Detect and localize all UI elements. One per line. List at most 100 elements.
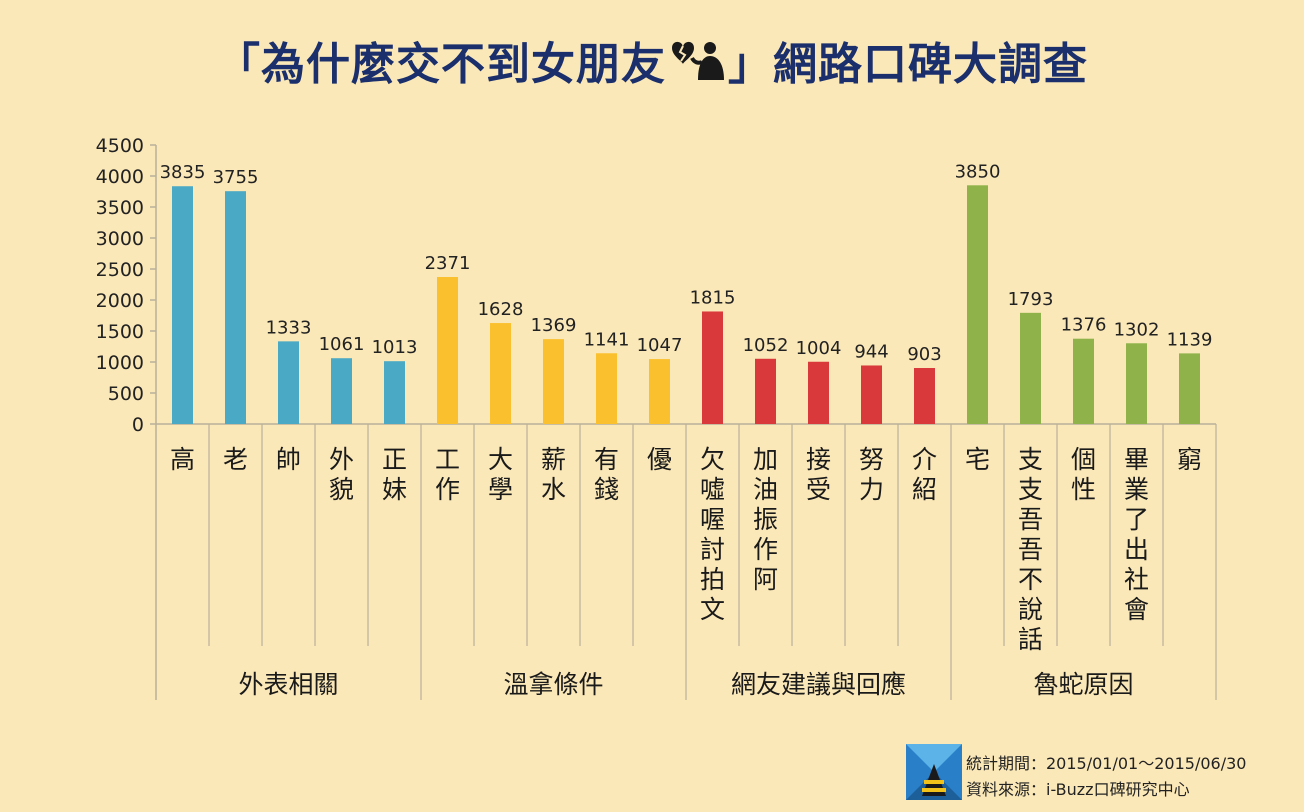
x-tick-label-char: 正 — [382, 445, 407, 474]
group-label: 魯蛇原因 — [1033, 670, 1133, 699]
footer: 統計期間：2015/01/01～2015/06/30 資料來源：i-Buzz口碑… — [906, 744, 1298, 802]
broken-heart-person-icon — [672, 41, 724, 80]
bar-加油振作阿 — [755, 358, 776, 424]
bar-薪水 — [543, 339, 564, 424]
bar-正妹 — [384, 361, 405, 424]
bar-窮 — [1179, 353, 1200, 424]
data-label: 3850 — [955, 161, 1001, 182]
x-tick-label-char: 拍 — [700, 565, 725, 594]
data-label: 1793 — [1008, 289, 1054, 310]
x-tick-label-char: 加 — [753, 445, 778, 474]
x-tick-label-char: 油 — [753, 475, 778, 504]
bar-努力 — [861, 365, 882, 424]
bar-宅 — [967, 185, 988, 424]
title-prefix: 「為什麼交不到女朋友 — [216, 39, 666, 90]
data-label: 903 — [907, 344, 941, 365]
bar-高 — [172, 186, 193, 424]
y-tick-label: 1000 — [96, 352, 144, 374]
bar-接受 — [808, 361, 829, 424]
x-tick-label-char: 老 — [223, 445, 248, 474]
group-label: 外表相關 — [238, 670, 338, 699]
x-tick-label-char: 妹 — [382, 475, 407, 504]
x-tick-label-char: 薪 — [541, 445, 566, 474]
page-title: 「為什麼交不到女朋友 」網路口碑大調查 — [0, 28, 1304, 92]
data-label: 1376 — [1061, 315, 1107, 336]
data-label: 1141 — [584, 329, 630, 350]
y-tick-label: 500 — [108, 383, 144, 405]
x-tick-label-char: 欠 — [700, 445, 725, 474]
x-tick-label-char: 話 — [1018, 625, 1043, 654]
x-tick-label-char: 不 — [1018, 565, 1043, 594]
bar-欠噓喔討拍文 — [702, 311, 723, 424]
data-label: 1061 — [319, 334, 365, 355]
x-tick-label-char: 作 — [435, 475, 460, 504]
x-tick-label-char: 振 — [753, 505, 778, 534]
data-label: 1628 — [478, 299, 524, 320]
x-tick-label-char: 業 — [1124, 475, 1149, 504]
title-suffix: 」網路口碑大調查 — [728, 39, 1088, 90]
x-tick-label-char: 討 — [700, 535, 725, 564]
x-tick-label-char: 出 — [1124, 535, 1149, 564]
x-tick-label-char: 說 — [1018, 595, 1043, 624]
x-tick-label-char: 學 — [488, 475, 513, 504]
x-tick-label-char: 吾 — [1018, 535, 1043, 564]
y-tick-label: 4500 — [96, 135, 144, 157]
data-label: 3755 — [213, 167, 259, 188]
data-label: 1004 — [796, 338, 842, 359]
ibuzz-logo-icon — [906, 744, 962, 800]
x-tick-label-char: 紹 — [912, 475, 937, 504]
data-source: 資料來源：i-Buzz口碑研究中心 — [966, 780, 1190, 799]
data-label: 2371 — [425, 253, 471, 274]
x-tick-label-char: 窮 — [1177, 445, 1202, 474]
x-tick-label-char: 支 — [1018, 475, 1043, 504]
x-tick-label-char: 外 — [329, 445, 354, 474]
data-label: 3835 — [160, 162, 206, 183]
bar-優 — [649, 359, 670, 424]
x-tick-label-char: 優 — [647, 445, 672, 474]
y-tick-label: 0 — [132, 414, 144, 436]
data-label: 1369 — [531, 315, 577, 336]
bar-介紹 — [914, 368, 935, 424]
group-label: 溫拿條件 — [503, 670, 603, 699]
y-tick-label: 2000 — [96, 290, 144, 312]
x-tick-label-char: 大 — [488, 445, 513, 474]
bar-個性 — [1073, 338, 1094, 424]
x-tick-label-char: 社 — [1124, 565, 1149, 594]
data-label: 1139 — [1167, 329, 1213, 350]
x-tick-label-char: 受 — [806, 475, 831, 504]
x-tick-label-char: 努 — [859, 445, 884, 474]
bar-支支吾吾不說話 — [1020, 312, 1041, 424]
y-tick-label: 3500 — [96, 197, 144, 219]
x-tick-label-char: 水 — [541, 475, 566, 504]
data-label: 1013 — [372, 337, 418, 358]
y-tick-label: 1500 — [96, 321, 144, 343]
bar-外貌 — [331, 358, 352, 424]
x-tick-label-char: 噓 — [700, 475, 725, 504]
x-tick-label-char: 工 — [435, 445, 460, 474]
bar-畢業了出社會 — [1126, 343, 1147, 424]
stat-period: 統計期間：2015/01/01～2015/06/30 — [966, 754, 1247, 773]
data-label: 1052 — [743, 335, 789, 356]
x-tick-label-char: 力 — [859, 475, 884, 504]
x-tick-label-char: 喔 — [700, 505, 725, 534]
bar-帥 — [278, 341, 299, 424]
x-tick-label-char: 作 — [753, 535, 778, 564]
x-tick-label-char: 阿 — [753, 565, 778, 594]
x-tick-label-char: 錢 — [594, 475, 619, 504]
group-label: 網友建議與回應 — [731, 670, 906, 699]
x-tick-label-char: 文 — [700, 595, 725, 624]
x-tick-label-char: 支 — [1018, 445, 1043, 474]
x-tick-label-char: 介 — [912, 445, 937, 474]
x-tick-label-char: 高 — [170, 445, 195, 474]
data-label: 944 — [854, 341, 888, 362]
x-tick-label-char: 了 — [1124, 505, 1149, 534]
bar-有錢 — [596, 353, 617, 424]
data-label: 1333 — [266, 317, 312, 338]
bar-chart: 0 500 1000 1500 2000 2500 3000 3500 4000 4500 3835… — [96, 135, 1217, 700]
x-tick-label-char: 帥 — [276, 445, 301, 474]
bar-工作 — [437, 276, 458, 424]
bar-老 — [225, 191, 246, 424]
bar-大學 — [490, 323, 511, 424]
data-label: 1302 — [1114, 319, 1160, 340]
x-tick-label-char: 畢 — [1124, 445, 1149, 474]
